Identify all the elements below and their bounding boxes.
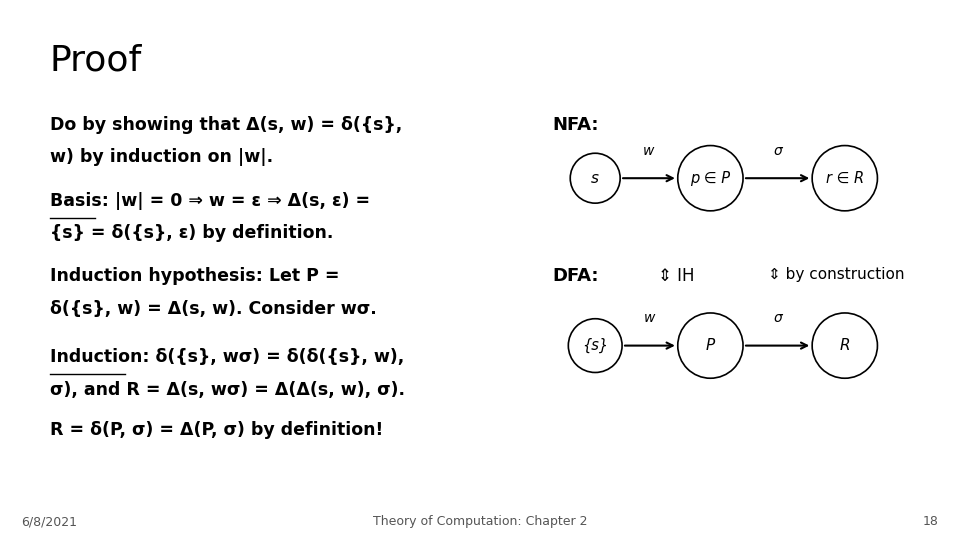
Text: ⇕ by construction: ⇕ by construction	[768, 267, 904, 282]
Text: Theory of Computation: Chapter 2: Theory of Computation: Chapter 2	[372, 515, 588, 528]
Text: s: s	[591, 171, 599, 186]
Text: w: w	[644, 311, 656, 325]
Text: σ: σ	[773, 311, 782, 325]
Text: Basis: |w| = 0 ⇒ w = ε ⇒ Δ(s, ε) =: Basis: |w| = 0 ⇒ w = ε ⇒ Δ(s, ε) =	[50, 192, 370, 210]
Text: Do by showing that Δ(s, w) = δ({s},: Do by showing that Δ(s, w) = δ({s},	[50, 116, 402, 134]
Text: σ), and R = Δ(s, wσ) = Δ(Δ(s, w), σ).: σ), and R = Δ(s, wσ) = Δ(Δ(s, w), σ).	[50, 381, 405, 399]
Text: {s} = δ({s}, ε) by definition.: {s} = δ({s}, ε) by definition.	[50, 224, 333, 242]
Ellipse shape	[678, 313, 743, 378]
Text: 6/8/2021: 6/8/2021	[21, 515, 77, 528]
Text: p ∈ P: p ∈ P	[690, 171, 731, 186]
Ellipse shape	[678, 146, 743, 211]
Text: Induction hypothesis: Let P =: Induction hypothesis: Let P =	[50, 267, 340, 285]
Text: DFA:: DFA:	[552, 267, 598, 285]
Text: r ∈ R: r ∈ R	[826, 171, 864, 186]
Text: δ({s}, w) = Δ(s, w). Consider wσ.: δ({s}, w) = Δ(s, w). Consider wσ.	[50, 300, 376, 318]
Text: ⇕ IH: ⇕ IH	[658, 267, 694, 285]
Text: 18: 18	[923, 515, 939, 528]
Text: P: P	[706, 338, 715, 353]
Text: R: R	[839, 338, 851, 353]
Text: NFA:: NFA:	[552, 116, 598, 134]
Text: Induction: δ({s}, wσ) = δ(δ({s}, w),: Induction: δ({s}, wσ) = δ(δ({s}, w),	[50, 348, 404, 366]
Text: w) by induction on |w|.: w) by induction on |w|.	[50, 148, 273, 166]
Ellipse shape	[570, 153, 620, 203]
Text: Proof: Proof	[50, 43, 142, 77]
Text: R = δ(P, σ) = Δ(P, σ) by definition!: R = δ(P, σ) = Δ(P, σ) by definition!	[50, 421, 383, 439]
Text: w: w	[643, 144, 655, 158]
Text: σ: σ	[773, 144, 782, 158]
Ellipse shape	[812, 313, 877, 378]
Ellipse shape	[812, 146, 877, 211]
Text: {s}: {s}	[582, 338, 609, 353]
Ellipse shape	[568, 319, 622, 373]
